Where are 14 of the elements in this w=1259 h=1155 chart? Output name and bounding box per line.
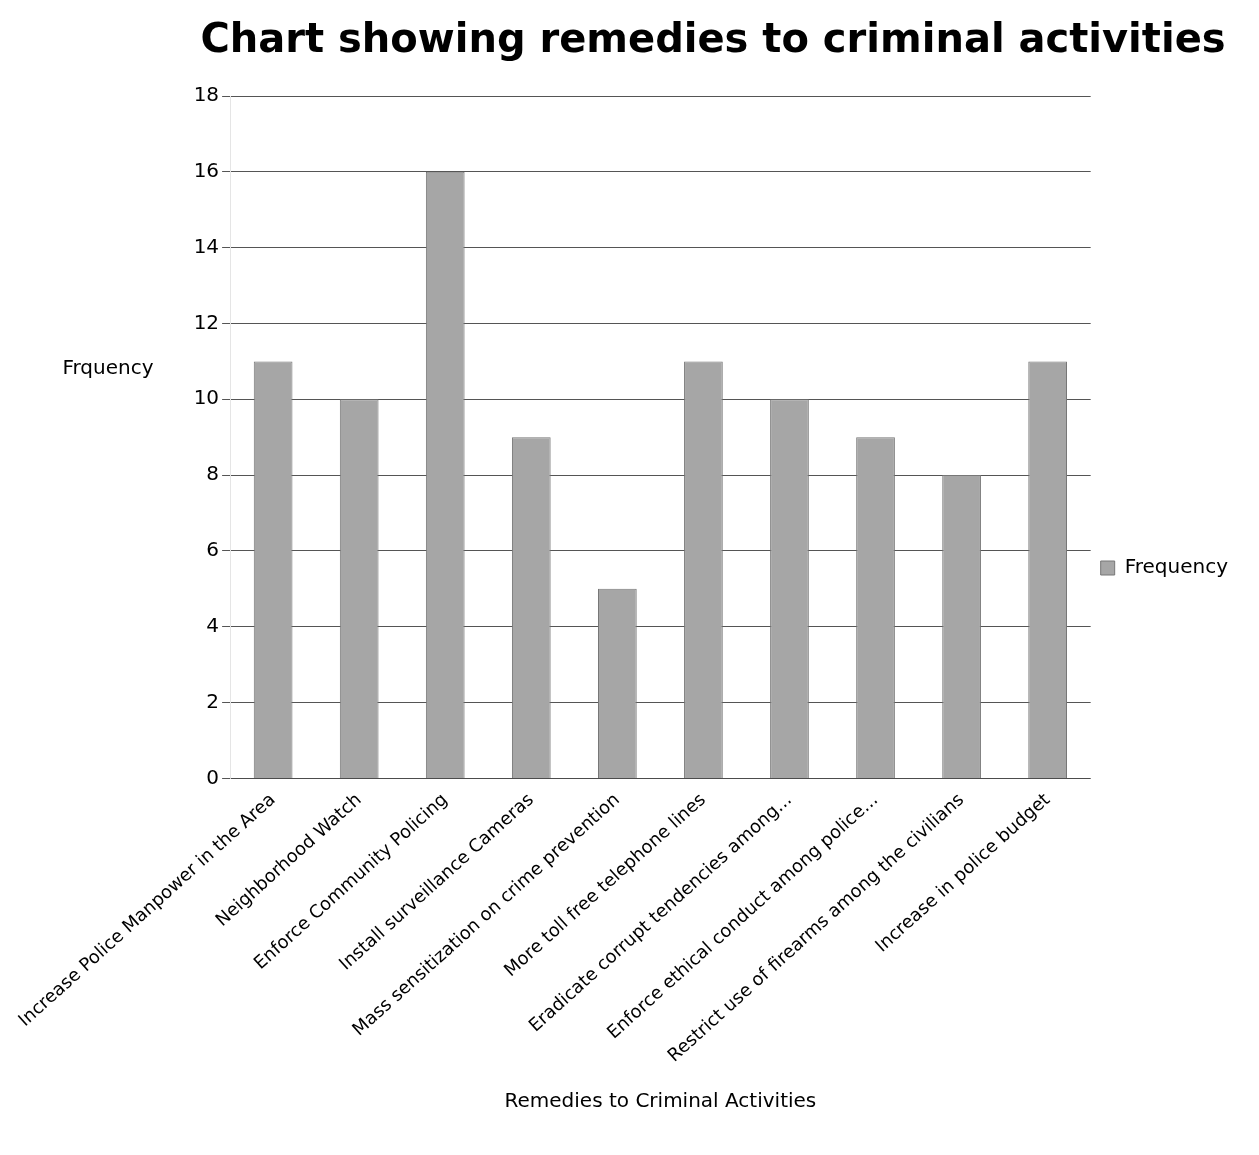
y-tick-label: 4 [206, 612, 220, 637]
y-tick-label: 6 [206, 537, 220, 562]
y-tick-label: 2 [206, 688, 220, 713]
y-axis-title: Frquency [62, 355, 154, 380]
y-tick-label: 18 [193, 82, 220, 107]
y-tick-label: 12 [193, 309, 220, 334]
y-tick-label: 10 [193, 385, 220, 410]
legend-label: Frequency [1124, 554, 1229, 579]
x-axis-title: Remedies to Criminal Activities [504, 1088, 817, 1113]
y-tick-label: 8 [206, 461, 220, 486]
y-tick-label: 0 [206, 764, 220, 789]
y-tick-label: 14 [193, 233, 220, 258]
chart-title: Chart showing remedies to criminal activities [200, 15, 1226, 62]
y-tick-label: 16 [193, 158, 220, 183]
